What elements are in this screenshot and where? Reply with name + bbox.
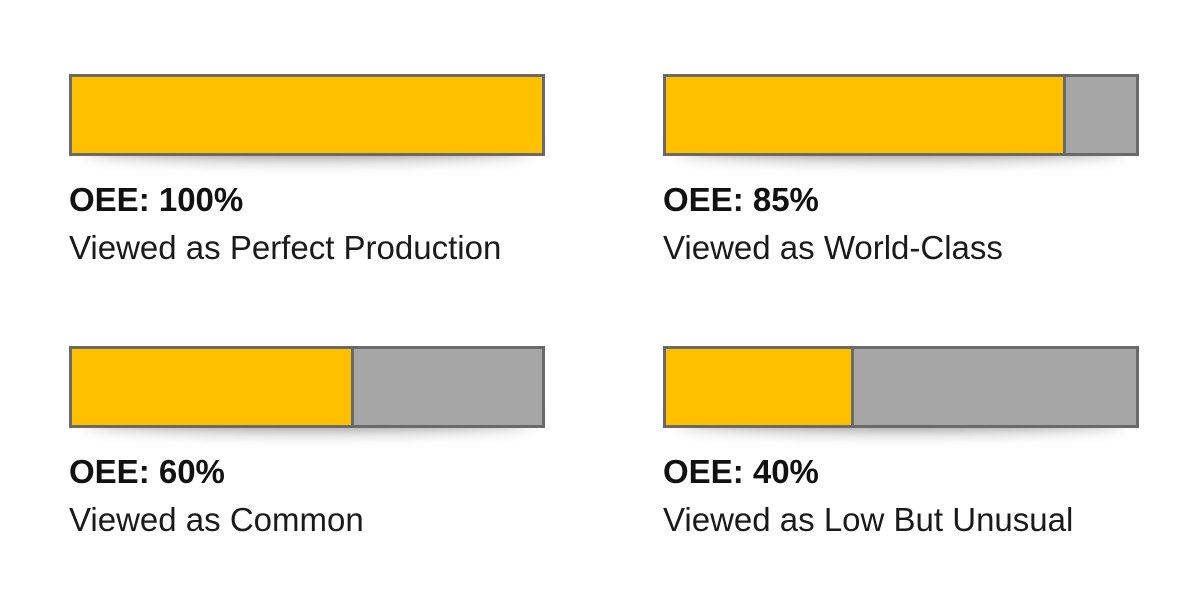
oee-progress-bar [69,346,545,428]
oee-bar-wrap [69,346,545,428]
oee-panel-common: OEE: 60% Viewed as Common [69,346,545,540]
oee-bar-fill [666,349,854,425]
oee-bar-fill [72,77,542,153]
oee-description: Viewed as Low But Unusual [663,501,1074,538]
oee-value-label: OEE: 60% [69,453,225,490]
oee-bar-wrap [663,346,1139,428]
oee-progress-bar [69,74,545,156]
oee-value-label: OEE: 40% [663,453,819,490]
oee-progress-bar [663,346,1139,428]
oee-value-label: OEE: 100% [69,181,244,218]
oee-value-label: OEE: 85% [663,181,819,218]
oee-panel-world-class: OEE: 85% Viewed as World-Class [663,74,1139,268]
oee-description: Viewed as Common [69,501,364,538]
oee-bar-fill [666,77,1066,153]
oee-description: Viewed as World-Class [663,229,1003,266]
oee-bar-wrap [663,74,1139,156]
oee-progress-bar [663,74,1139,156]
oee-panel-low: OEE: 40% Viewed as Low But Unusual [663,346,1139,540]
oee-bar-wrap [69,74,545,156]
oee-bar-fill [72,349,354,425]
oee-description: Viewed as Perfect Production [69,229,502,266]
oee-panel-perfect: OEE: 100% Viewed as Perfect Production [69,74,545,268]
